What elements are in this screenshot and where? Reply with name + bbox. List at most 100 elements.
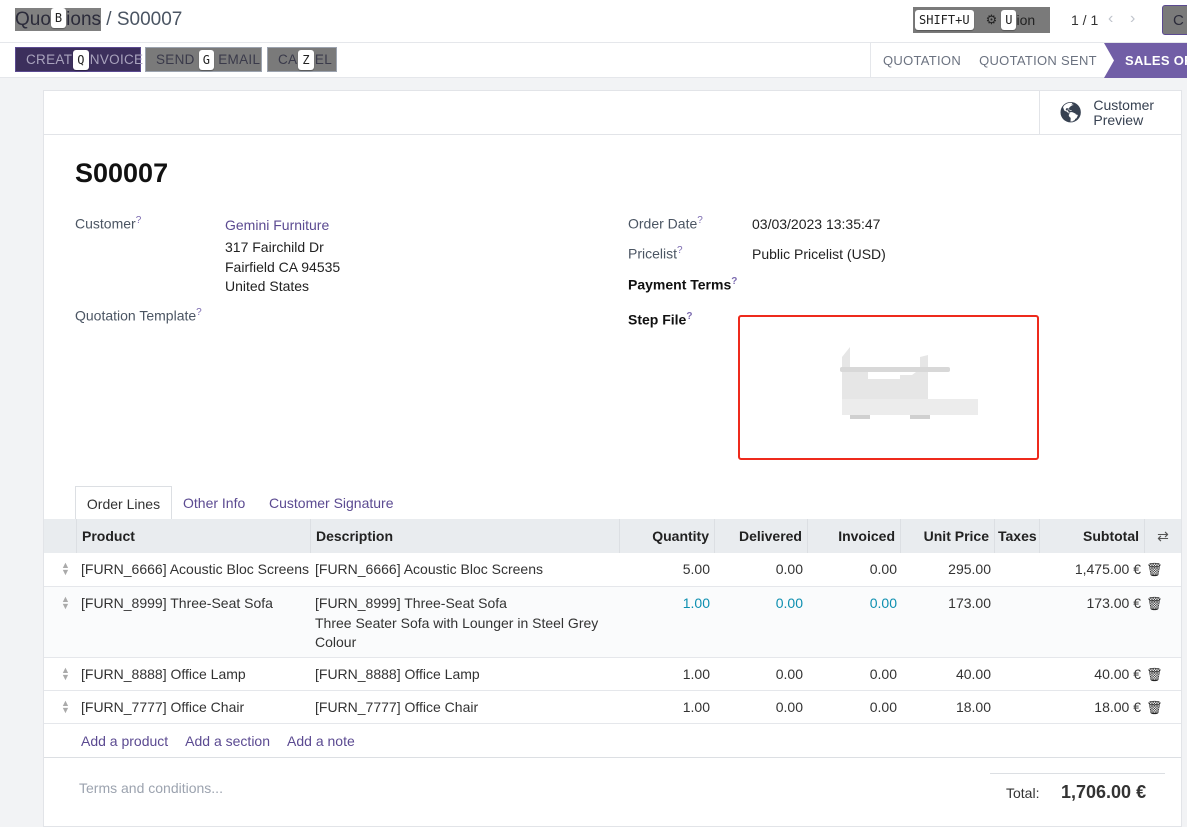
send-email-button[interactable]: SEND G EMAIL — [145, 47, 262, 72]
column-header-invoiced[interactable]: Invoiced — [808, 519, 901, 553]
description-cell[interactable]: [FURN_7777] Office Chair — [315, 698, 478, 718]
trash-icon[interactable]: 🗑︎ — [1146, 562, 1163, 577]
column-header-description[interactable]: Description — [311, 519, 620, 553]
status-quotation-sent[interactable]: QUOTATION SENT — [979, 53, 1097, 68]
tab-order-lines[interactable]: Order Lines — [75, 486, 172, 520]
product-cell[interactable]: [FURN_7777] Office Chair — [81, 699, 245, 715]
button-label: Preview — [1093, 111, 1144, 128]
payment-terms-label: Payment Terms? — [628, 276, 737, 293]
description-line: Three Seater Sofa with Lounger in Steel … — [315, 614, 599, 631]
table-row[interactable] — [44, 587, 1181, 658]
customer-link[interactable]: Gemini Furniture — [225, 217, 330, 233]
invoiced-cell[interactable]: 0.00 — [869, 666, 897, 682]
gear-icon: ⚙ — [985, 12, 998, 27]
create-button[interactable]: C — [1162, 5, 1187, 35]
label-text: Order Date — [628, 215, 698, 232]
address-line: Fairfield CA 94535 — [225, 258, 341, 275]
help-tooltip[interactable]: ? — [677, 245, 683, 256]
drag-handle-icon[interactable]: ▲ ▼ — [61, 665, 70, 682]
shortcut-key: G — [198, 49, 215, 70]
drag-handle-icon[interactable]: ▲ ▼ — [61, 560, 70, 577]
customer-preview-button[interactable]: 🌎︎ Customer Preview — [1039, 91, 1181, 134]
description-cell[interactable]: [FURN_6666] Acoustic Bloc Screens — [315, 560, 543, 580]
invoiced-cell[interactable]: 0.00 — [869, 561, 897, 577]
handle-header — [44, 519, 77, 553]
help-tooltip[interactable]: ? — [686, 311, 693, 322]
table-row[interactable] — [44, 658, 1181, 691]
delivered-cell[interactable]: 0.00 — [775, 595, 803, 611]
add-section-link[interactable]: Add a section — [185, 733, 271, 749]
help-tooltip[interactable]: ? — [135, 215, 142, 226]
subtotal-cell: 1,475.00 € — [1074, 561, 1141, 577]
unit-price-cell[interactable]: 173.00 — [948, 595, 991, 611]
breadcrumb-current: S00007 — [116, 9, 183, 30]
cancel-button[interactable]: CA Z EL — [267, 47, 337, 72]
button-label: EL — [314, 52, 333, 67]
delivered-cell[interactable]: 0.00 — [775, 699, 803, 715]
description-line: [FURN_8999] Three-Seat Sofa — [315, 595, 507, 611]
order-date-value[interactable]: 03/03/2023 13:35:47 — [752, 216, 881, 232]
help-tooltip[interactable]: ? — [196, 307, 202, 318]
subtotal-cell: 40.00 € — [1094, 666, 1141, 682]
quantity-cell[interactable]: 5.00 — [682, 561, 710, 577]
column-header-taxes[interactable]: Taxes — [995, 519, 1040, 553]
product-cell[interactable]: [FURN_6666] Acoustic Bloc Screens — [81, 561, 309, 577]
status-sales-order[interactable]: SALES ORDER — [1104, 43, 1187, 78]
action-menu-button[interactable]: SHIFT+U ⚙ U ion — [913, 7, 1050, 33]
action-label: ion — [1016, 12, 1036, 28]
divider — [44, 757, 1181, 758]
add-note-link[interactable]: Add a note — [287, 733, 355, 749]
optional-columns-icon[interactable]: ⇄ — [1145, 519, 1181, 553]
description-line: [FURN_8888] Office Lamp — [315, 666, 480, 682]
column-header-subtotal[interactable]: Subtotal — [1040, 519, 1145, 553]
table-row[interactable] — [44, 553, 1181, 587]
chevron-right-icon[interactable]: › — [1130, 10, 1136, 27]
delivered-cell[interactable]: 0.00 — [775, 561, 803, 577]
product-cell[interactable]: [FURN_8888] Office Lamp — [81, 666, 246, 682]
trash-icon[interactable]: 🗑︎ — [1146, 596, 1163, 611]
help-tooltip[interactable]: ? — [731, 276, 738, 287]
pricelist-value[interactable]: Public Pricelist (USD) — [752, 246, 886, 262]
breadcrumb-text: Quo — [15, 9, 51, 30]
description-line: Colour — [315, 634, 357, 650]
pager-value: 1 / 1 — [1071, 12, 1099, 28]
delivered-cell[interactable]: 0.00 — [775, 666, 803, 682]
unit-price-cell[interactable]: 295.00 — [948, 561, 991, 577]
table-row[interactable] — [44, 691, 1181, 724]
add-product-link[interactable]: Add a product — [81, 733, 169, 749]
invoiced-cell[interactable]: 0.00 — [869, 699, 897, 715]
order-date-label: Order Date? — [628, 215, 703, 232]
drag-handle-icon[interactable]: ▲ ▼ — [61, 594, 70, 611]
quantity-cell[interactable]: 1.00 — [682, 595, 710, 611]
pricelist-label: Pricelist? — [628, 245, 683, 262]
product-cell[interactable]: [FURN_8999] Three-Seat Sofa — [81, 595, 273, 611]
shortcut-key: U — [1001, 10, 1017, 30]
terms-input[interactable]: Terms and conditions... — [79, 780, 223, 796]
step-file-viewer[interactable] — [738, 315, 1039, 460]
tab-other-info[interactable]: Other Info — [183, 495, 246, 511]
invoiced-cell[interactable]: 0.00 — [869, 595, 897, 611]
unit-price-cell[interactable]: 18.00 — [955, 699, 991, 715]
description-cell[interactable]: [FURN_8999] Three-Seat Sofa Three Seater … — [315, 594, 598, 653]
button-label: Customer — [1093, 96, 1155, 113]
trash-icon[interactable]: 🗑︎ — [1146, 667, 1163, 682]
quantity-cell[interactable]: 1.00 — [682, 699, 710, 715]
help-tooltip[interactable]: ? — [697, 215, 703, 226]
column-header-quantity[interactable]: Quantity — [620, 519, 715, 553]
create-invoice-button[interactable]: CREAT Q NVOICE — [15, 47, 143, 72]
column-header-delivered[interactable]: Delivered — [715, 519, 808, 553]
description-line: [FURN_7777] Office Chair — [315, 699, 479, 715]
unit-price-cell[interactable]: 40.00 — [955, 666, 991, 682]
column-header-product[interactable]: Product — [77, 519, 311, 553]
quantity-cell[interactable]: 1.00 — [682, 666, 710, 682]
trash-icon[interactable]: 🗑︎ — [1146, 700, 1163, 715]
drag-handle-icon[interactable]: ▲ ▼ — [61, 698, 70, 715]
label-text: Pricelist — [628, 245, 678, 262]
tab-customer-signature[interactable]: Customer Signature — [269, 495, 394, 511]
customer-address: 317 Fairchild Dr Fairfield CA 94535 Unit… — [225, 238, 340, 297]
status-quotation[interactable]: QUOTATION — [870, 43, 973, 78]
description-cell[interactable]: [FURN_8888] Office Lamp — [315, 665, 480, 685]
chevron-left-icon[interactable]: ‹ — [1108, 10, 1114, 27]
column-header-unit-price[interactable]: Unit Price — [901, 519, 995, 553]
